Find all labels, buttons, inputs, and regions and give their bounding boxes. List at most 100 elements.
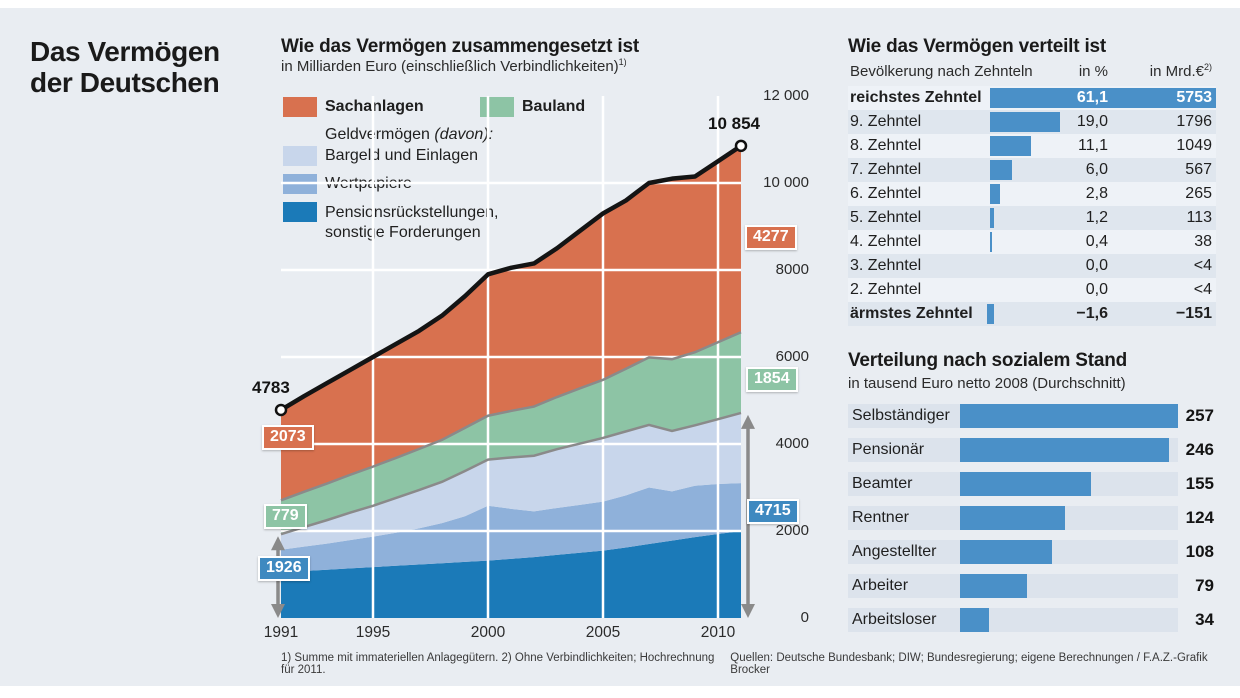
decile-percent-value: 2,8 [1085,185,1108,202]
decile-bar [990,160,1013,180]
social-bar [960,608,989,632]
composition-chart-subtitle: in Milliarden Euro (einschließlich Verbi… [281,57,627,76]
decile-rows: reichstes Zehntel 61,1 5753 9. Zehntel 19,0 1… [848,86,1216,326]
footnote-marker-1: 1) [618,57,627,67]
area-layer-2 [281,412,741,550]
legend-label-bauland: Bauland [522,98,586,115]
decile-percent-value: 61,1 [1076,89,1108,106]
table-row: 5. Zehntel 1,2 113 [848,206,1216,230]
social-value: 108 [1185,542,1214,561]
table-row: ärmstes Zehntel −1,6 −151 [848,302,1216,326]
social-rows: Selbständiger 257 Pensionär 246 Beamter 155 Re… [848,404,1216,640]
social-value: 79 [1195,576,1214,595]
social-chart-title: Verteilung nach sozialem Stand [848,350,1128,371]
endpoint-marker [274,403,288,417]
composition-chart-title: Wie das Vermögen zusammengesetzt ist [281,36,639,57]
decile-mrd-value: 265 [1185,185,1212,202]
boundary-line [280,411,742,536]
x-tick-label: 1995 [355,624,391,641]
decile-label: 4. Zehntel [850,233,922,250]
decile-mrd-value: 567 [1185,161,1212,178]
social-bar [960,438,1169,462]
decile-bar [990,232,992,252]
bar-row: Selbständiger 257 [848,404,1216,428]
table-row: 6. Zehntel 2,8 265 [848,182,1216,206]
table-row: 3. Zehntel 0,0 <4 [848,254,1216,278]
table-row: 7. Zehntel 6,0 567 [848,158,1216,182]
legend-swatch-bargeld [283,146,317,166]
decile-label: ärmstes Zehntel [850,305,973,322]
header-mrd: in Mrd.€2) [1149,62,1212,81]
decile-table: Wie das Vermögen verteilt ist Bevölkerun… [848,36,1216,336]
table-row: 8. Zehntel 11,1 1049 [848,134,1216,158]
legend-label-pension: Pensionsrückstellungen, sonstige Forderu… [325,204,499,241]
decile-percent-value: 6,0 [1085,161,1108,178]
page-title: Das Vermögen der Deutschen [30,36,220,99]
decile-bar [990,184,1001,204]
decile-percent-value: 1,2 [1085,209,1108,226]
decile-bar [990,112,1061,132]
x-tick-label: 1991 [263,624,299,641]
social-label: Pensionär [852,441,925,458]
y-tick-label: 10 000 [763,174,809,191]
decile-mrd-value: −151 [1175,305,1212,322]
value-box-sachanlagen-2011: 4277 [745,225,797,250]
social-label: Selbständiger [852,407,950,424]
social-label: Rentner [852,509,909,526]
endpoint-marker [734,139,748,153]
decile-label: 3. Zehntel [850,257,922,274]
decile-mrd-value: 5753 [1176,89,1212,106]
area-layer-1 [281,483,741,573]
sources-text: Quellen: Deutsche Bundesbank; DIW; Bunde… [730,652,1208,676]
y-tick-label: 6000 [775,348,809,365]
value-box-geldvermoegen-2011: 4715 [747,499,799,524]
legend-label-sachanlagen: Sachanlagen [325,98,424,115]
social-value: 34 [1195,610,1214,629]
table-row: 9. Zehntel 19,0 1796 [848,110,1216,134]
range-arrow-head-up [741,414,755,429]
decile-label: 6. Zehntel [850,185,922,202]
end-total-label: 10 854 [708,114,760,133]
decile-mrd-value: 1049 [1176,137,1212,154]
decile-percent-value: 0,0 [1085,281,1108,298]
legend-swatch-pension [283,202,317,222]
page-title-line2: der Deutschen [30,67,220,99]
value-box-geldvermoegen-1991: 1926 [258,556,310,581]
table-row: reichstes Zehntel 61,1 5753 [848,86,1216,110]
table-row: 4. Zehntel 0,4 38 [848,230,1216,254]
social-bar [960,540,1052,564]
value-box-bauland-2011: 1854 [746,367,798,392]
area-layer-0 [281,531,741,618]
boundary-line [280,331,742,502]
decile-percent-value: 0,0 [1085,257,1108,274]
bar-row: Angestellter 108 [848,540,1216,564]
range-arrow-head-down [741,604,755,618]
y-tick-label: 0 [800,609,809,626]
legend-label-geldvermoegen: Geldvermögen (davon): [325,126,494,143]
social-bar [960,404,1178,428]
bar-row: Arbeiter 79 [848,574,1216,598]
value-box-sachanlagen-1991: 2073 [262,425,314,450]
decile-bar [990,136,1032,156]
y-tick-label: 8000 [775,261,809,278]
legend-label-bargeld: Bargeld und Einlagen [325,147,479,164]
bar-row: Arbeitsloser 34 [848,608,1216,632]
social-bar [960,472,1092,496]
social-label: Angestellter [852,543,937,560]
decile-label: 9. Zehntel [850,113,922,130]
value-box-bauland-1991: 779 [264,504,307,529]
bar-row-strip [848,608,1178,632]
y-tick-label: 12 000 [763,87,809,104]
decile-label: 7. Zehntel [850,161,922,178]
social-value: 124 [1185,508,1214,527]
y-tick-label: 2000 [775,522,809,539]
x-tick-label: 2010 [700,624,736,641]
decile-mrd-value: 1796 [1176,113,1212,130]
header-percent: in % [1078,63,1108,80]
decile-mrd-value: 113 [1186,209,1212,226]
decile-bar [987,304,994,324]
x-tick-label: 2000 [470,624,506,641]
header-population: Bevölkerung nach Zehnteln [850,63,1033,80]
page-title-line1: Das Vermögen [30,36,220,67]
